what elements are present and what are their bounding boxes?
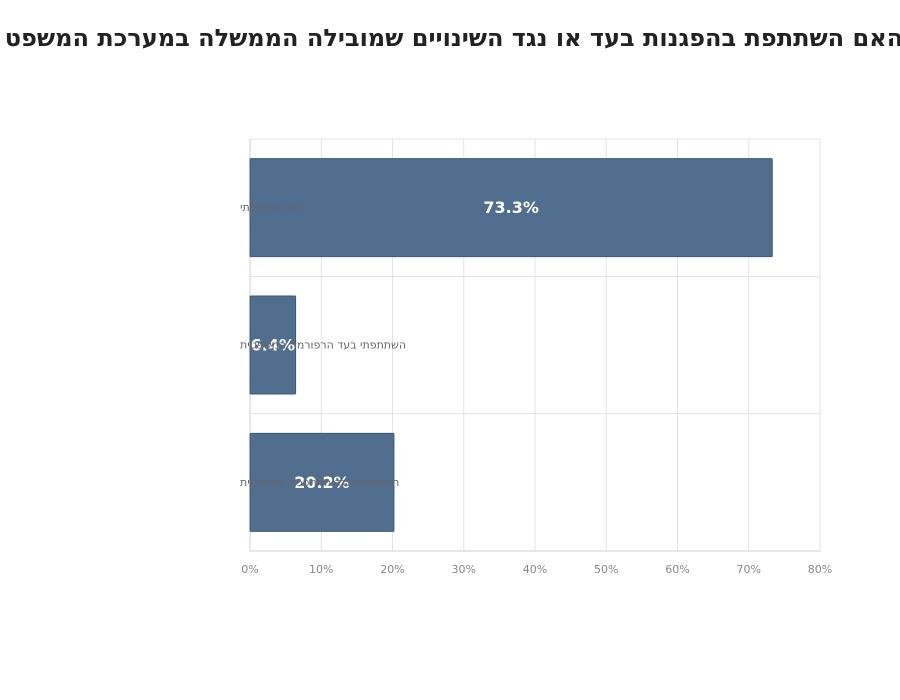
x-tick-label-50: 50%	[594, 563, 618, 576]
data-label-2: 6.4%	[251, 336, 295, 355]
x-tick-label-60: 60%	[665, 563, 689, 576]
category-label-2: השתתפתי בעד הרפורמה המשפטית	[240, 339, 406, 352]
chart-title: האם השתתפת בהפגנות בעד או נגד השינויים ש…	[4, 24, 900, 52]
x-tick-label-30: 30%	[452, 563, 476, 576]
x-tick-label-70: 70%	[737, 563, 761, 576]
category-label-3: השתתפתי נגד המהפכה המשפטית	[240, 476, 399, 489]
data-label-3: 20.2%	[294, 473, 350, 492]
x-tick-label-0: 0%	[241, 563, 258, 576]
x-tick-label-20: 20%	[380, 563, 404, 576]
x-tick-label-80: 80%	[808, 563, 832, 576]
category-label-1: לא השתתפתי	[240, 201, 303, 214]
bar-3	[249, 432, 395, 532]
data-label-1: 73.3%	[483, 198, 539, 217]
x-tick-label-10: 10%	[309, 563, 333, 576]
bar-1	[249, 158, 773, 258]
bar-2	[249, 295, 297, 395]
x-tick-label-40: 40%	[523, 563, 547, 576]
